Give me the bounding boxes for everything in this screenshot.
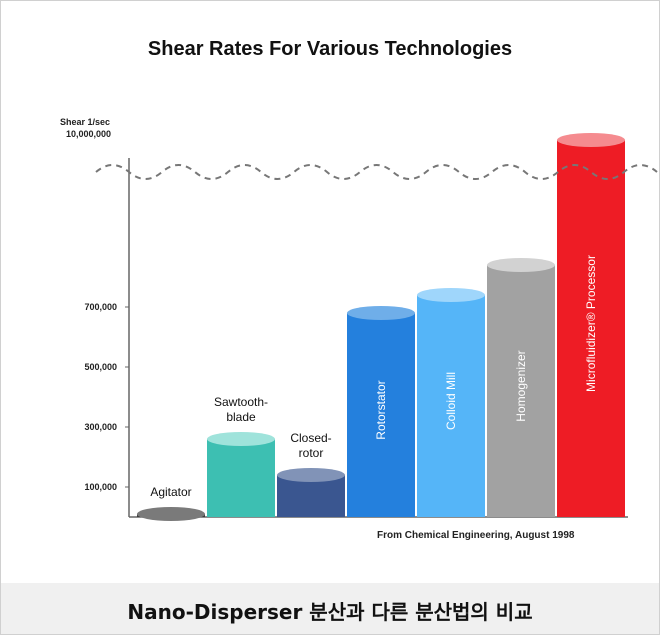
bar-label: blade — [226, 410, 256, 424]
bar — [207, 439, 275, 517]
y-top-tick-label: 10,000,000 — [66, 129, 111, 139]
bar-label: Closed- — [290, 431, 331, 445]
bar-top — [277, 468, 345, 482]
caption-bar — [1, 583, 659, 634]
bar-label: rotor — [299, 446, 324, 460]
bar-label: Agitator — [150, 485, 191, 499]
source-note: From Chemical Engineering, August 1998 — [377, 530, 575, 541]
bar-top — [557, 133, 625, 147]
bar-top — [207, 432, 275, 446]
bar — [557, 140, 625, 517]
bar-top — [347, 306, 415, 320]
y-tick-label: 500,000 — [84, 362, 117, 372]
bar-chart: Shear 1/sec 10,000,000 100,000 300,000 500,0… — [60, 117, 658, 521]
bar-label: Colloid Mill — [444, 372, 458, 430]
chart-title: Shear Rates For Various Technologies — [147, 38, 513, 60]
bar-top — [137, 507, 205, 521]
bar-top — [487, 258, 555, 272]
bar — [347, 313, 415, 517]
bar-label: Microfluidizer® Processor — [584, 255, 598, 392]
figure-caption: Nano-Disperser 분산과 다른 분산법의 비교 — [127, 600, 533, 624]
bar-top — [417, 288, 485, 302]
axis-break-line — [95, 164, 658, 180]
bar — [487, 265, 555, 517]
bar-label: Rotorstator — [374, 380, 388, 439]
y-tick-label: 700,000 — [84, 302, 117, 312]
y-tick-label: 100,000 — [84, 482, 117, 492]
y-tick-label: 300,000 — [84, 422, 117, 432]
bar-label: Sawtooth- — [214, 395, 268, 409]
bar-label: Homogenizer — [514, 350, 528, 421]
bar — [417, 295, 485, 517]
y-axis-label: Shear 1/sec — [60, 117, 110, 127]
